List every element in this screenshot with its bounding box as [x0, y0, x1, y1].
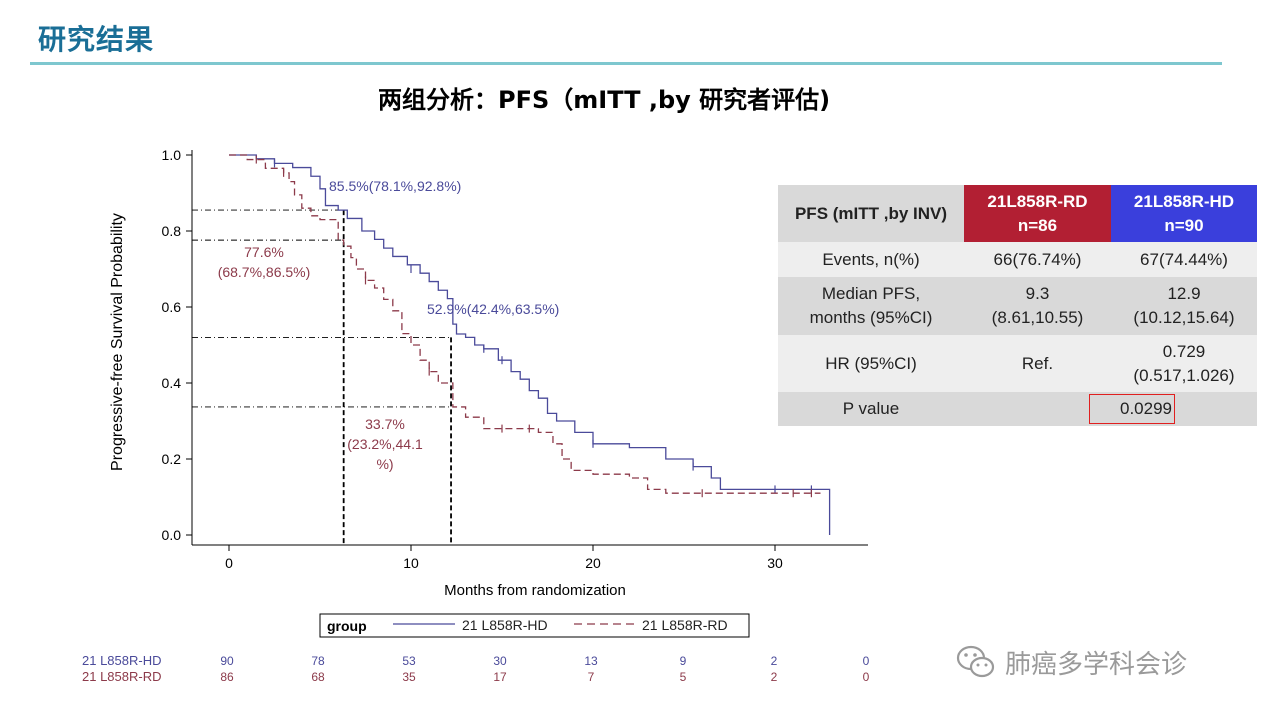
risk-count: 2	[771, 670, 778, 684]
reference-lines	[192, 209, 452, 545]
risk-count: 0	[863, 654, 870, 668]
risk-row-label-hd: 21 L858R-HD	[82, 653, 162, 668]
risk-count: 35	[402, 670, 416, 684]
events-rd: 66(76.74%)	[964, 242, 1111, 277]
table-row-events: Events, n(%) 66(76.74%) 67(74.44%)	[778, 242, 1257, 277]
hr-hd-value: 0.729	[1162, 341, 1206, 361]
median-label-line1: Median PFS,	[821, 284, 921, 303]
hr-hd: 0.729 (0.517,1.026)	[1111, 335, 1257, 392]
y-tick-label: 0.8	[162, 223, 182, 239]
hr-rd: Ref.	[964, 335, 1111, 392]
series-line-hd	[229, 154, 831, 535]
legend-label-hd: 21 L858R-HD	[462, 617, 548, 633]
watermark-text: 肺癌多学科会诊	[1005, 649, 1188, 680]
annotation-hd-6m: 85.5%(78.1%,92.8%)	[329, 178, 461, 194]
risk-count: 68	[311, 670, 325, 684]
median-label-line2: months (95%CI)	[809, 308, 933, 327]
x-tick-label: 30	[767, 555, 783, 571]
hr-hd-ci: (0.517,1.026)	[1133, 365, 1235, 385]
x-tick-label: 0	[225, 555, 233, 571]
risk-count: 78	[311, 654, 325, 668]
x-axis-label: Months from randomization	[444, 582, 626, 599]
legend-label-rd: 21 L858R-RD	[642, 617, 728, 633]
x-tick-label: 20	[585, 555, 601, 571]
risk-count: 53	[402, 654, 416, 668]
wechat-icon	[956, 645, 995, 678]
risk-count: 9	[680, 654, 687, 668]
annotation-rd-12m-line1: 33.7%	[365, 416, 405, 432]
median-rd-ci: (8.61,10.55)	[991, 308, 1084, 327]
pvalue-label: P value	[778, 392, 964, 426]
slide-title: 两组分析：PFS（mITT ,by 研究者评估)	[378, 86, 831, 114]
pvalue-box: 0.0299	[1089, 394, 1175, 424]
annotation-rd-12m-line2: (23.2%,44.1	[347, 436, 423, 452]
table-row-pvalue: P value 0.0299	[778, 392, 1257, 426]
annotation-rd-12m-line3: %)	[376, 456, 393, 472]
risk-count: 7	[588, 670, 595, 684]
risk-row-label-rd: 21 L858R-RD	[82, 669, 162, 684]
table-row-hr: HR (95%CI) Ref. 0.729 (0.517,1.026)	[778, 335, 1257, 392]
table-row-median: Median PFS, months (95%CI) 9.3 (8.61,10.…	[778, 277, 1257, 335]
risk-count: 5	[680, 670, 687, 684]
chart-axes: 0.0 0.2 0.4 0.6 0.8 1.0 0 10 20 30	[162, 147, 868, 571]
legend-box	[319, 613, 750, 638]
x-tick-label: 10	[403, 555, 419, 571]
annotation-rd-6m-line1: 77.6%	[244, 244, 284, 260]
pvalue-cell: 0.0299	[964, 392, 1257, 426]
median-rd-value: 9.3	[1025, 284, 1050, 303]
y-tick-label: 0.2	[162, 451, 182, 467]
series-line-rd	[229, 154, 821, 494]
header-cell-hd: 21L858R-HD n=90	[1111, 185, 1257, 242]
watermark: 肺癌多学科会诊	[955, 642, 1187, 682]
legend-title: group	[327, 618, 367, 634]
median-hd-ci: (10.12,15.64)	[1133, 308, 1235, 327]
hr-label: HR (95%CI)	[778, 335, 964, 392]
risk-count: 17	[493, 670, 507, 684]
y-tick-label: 0.0	[162, 527, 182, 543]
median-hd: 12.9 (10.12,15.64)	[1111, 277, 1257, 335]
chart-series	[229, 154, 831, 535]
risk-count: 86	[220, 670, 234, 684]
pfs-summary-table: PFS (mITT ,by INV) 21L858R-RD n=86 21L85…	[778, 185, 1257, 426]
y-tick-label: 0.6	[162, 299, 182, 315]
risk-count: 0	[863, 670, 870, 684]
header-cell-label: PFS (mITT ,by INV)	[778, 185, 964, 242]
header-cell-rd: 21L858R-RD n=86	[964, 185, 1111, 242]
median-hd-value: 12.9	[1167, 284, 1201, 303]
median-rd: 9.3 (8.61,10.55)	[964, 277, 1111, 335]
y-axis-label: Progressive-free Survival Probability	[109, 213, 126, 471]
header-hd-n: n=90	[1164, 215, 1204, 235]
heading-divider	[30, 62, 1222, 65]
y-tick-label: 0.4	[162, 375, 182, 391]
y-tick-label: 1.0	[162, 147, 182, 163]
risk-count: 30	[493, 654, 507, 668]
risk-count: 90	[220, 654, 234, 668]
header-rd-name: 21L858R-RD	[987, 191, 1088, 211]
risk-count: 2	[771, 654, 778, 668]
page-heading: 研究结果	[38, 23, 155, 56]
events-label: Events, n(%)	[778, 242, 964, 277]
risk-table: 21 L858R-HD 21 L858R-RD 90 78 53 30 13 9 2 0 86 6…	[82, 653, 870, 684]
chart-legend: group 21 L858R-HD 21 L858R-RD	[319, 613, 750, 638]
table-header-row: PFS (mITT ,by INV) 21L858R-RD n=86 21L85…	[778, 185, 1257, 242]
header-rd-n: n=86	[1017, 215, 1058, 235]
median-label: Median PFS, months (95%CI)	[778, 277, 964, 335]
chart-annotations: 85.5%(78.1%,92.8%) 77.6% (68.7%,86.5%) 5…	[218, 178, 560, 472]
events-hd: 67(74.44%)	[1111, 242, 1257, 277]
annotation-rd-6m-line2: (68.7%,86.5%)	[218, 264, 311, 280]
header-hd-name: 21L858R-HD	[1133, 191, 1235, 211]
risk-count: 13	[584, 654, 598, 668]
annotation-hd-12m: 52.9%(42.4%,63.5%)	[427, 301, 559, 317]
